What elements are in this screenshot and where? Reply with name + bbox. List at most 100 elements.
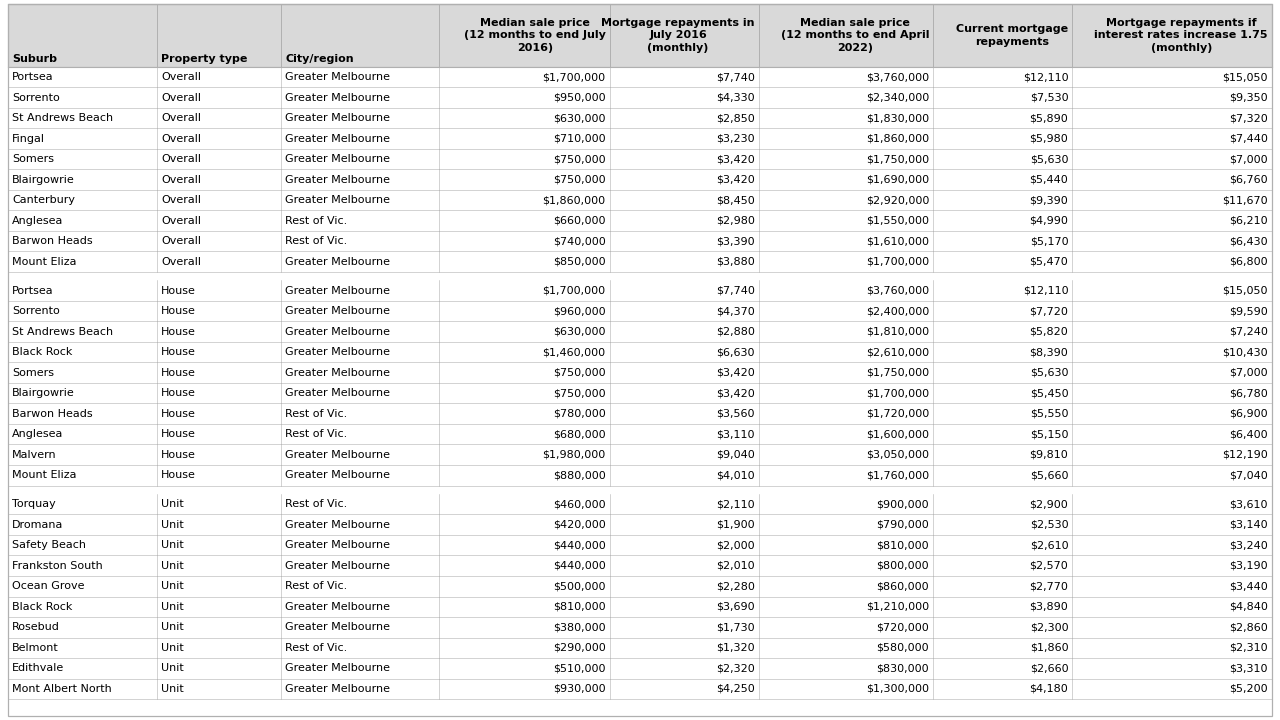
- Text: Median sale price
(12 months to end July
2016): Median sale price (12 months to end July…: [463, 18, 605, 53]
- Bar: [8, 108, 1272, 128]
- Text: Canterbury: Canterbury: [12, 195, 76, 205]
- Text: $2,610: $2,610: [1029, 540, 1069, 550]
- Text: $6,760: $6,760: [1229, 174, 1268, 184]
- Text: $880,000: $880,000: [553, 470, 605, 480]
- Text: House: House: [161, 286, 196, 296]
- Bar: [8, 4, 1272, 67]
- Text: Current mortgage
repayments: Current mortgage repayments: [956, 24, 1069, 47]
- Bar: [8, 617, 1272, 637]
- Text: Rest of Vic.: Rest of Vic.: [285, 581, 347, 591]
- Bar: [8, 210, 1272, 231]
- Text: $5,550: $5,550: [1030, 409, 1069, 419]
- Text: $6,800: $6,800: [1229, 256, 1268, 266]
- Text: $720,000: $720,000: [877, 622, 929, 632]
- Text: Somers: Somers: [12, 154, 54, 164]
- Text: $2,900: $2,900: [1029, 499, 1069, 509]
- Text: Greater Melbourne: Greater Melbourne: [285, 347, 390, 357]
- Text: Anglesea: Anglesea: [12, 429, 64, 439]
- Bar: [8, 637, 1272, 658]
- Text: $12,110: $12,110: [1023, 286, 1069, 296]
- Bar: [8, 444, 1272, 465]
- Text: Overall: Overall: [161, 174, 201, 184]
- Text: Mortgage repayments if
interest rates increase 1.75
(monthly): Mortgage repayments if interest rates in…: [1094, 18, 1268, 53]
- Text: $750,000: $750,000: [553, 174, 605, 184]
- Text: Belmont: Belmont: [12, 643, 59, 653]
- Text: Frankston South: Frankston South: [12, 561, 102, 571]
- Text: $7,000: $7,000: [1229, 154, 1268, 164]
- Text: $7,320: $7,320: [1229, 113, 1268, 123]
- Text: $2,110: $2,110: [717, 499, 755, 509]
- Text: $1,610,000: $1,610,000: [867, 236, 929, 246]
- Text: $500,000: $500,000: [553, 581, 605, 591]
- Text: $3,240: $3,240: [1229, 540, 1268, 550]
- Text: $5,630: $5,630: [1030, 154, 1069, 164]
- Text: $10,430: $10,430: [1222, 347, 1268, 357]
- Text: $2,880: $2,880: [716, 327, 755, 337]
- Text: $3,560: $3,560: [717, 409, 755, 419]
- Text: $830,000: $830,000: [877, 663, 929, 673]
- Text: Rest of Vic.: Rest of Vic.: [285, 429, 347, 439]
- Text: Greater Melbourne: Greater Melbourne: [285, 663, 390, 673]
- Bar: [8, 67, 1272, 87]
- Text: $810,000: $810,000: [553, 602, 605, 612]
- Text: Overall: Overall: [161, 236, 201, 246]
- Text: Greater Melbourne: Greater Melbourne: [285, 195, 390, 205]
- Bar: [8, 383, 1272, 403]
- Text: Greater Melbourne: Greater Melbourne: [285, 256, 390, 266]
- Text: $3,110: $3,110: [717, 429, 755, 439]
- Text: $750,000: $750,000: [553, 388, 605, 398]
- Text: $9,350: $9,350: [1229, 93, 1268, 102]
- Bar: [8, 465, 1272, 485]
- Text: $3,190: $3,190: [1229, 561, 1268, 571]
- Text: $7,740: $7,740: [716, 286, 755, 296]
- Text: $4,990: $4,990: [1029, 215, 1069, 225]
- Text: $750,000: $750,000: [553, 154, 605, 164]
- Text: $1,690,000: $1,690,000: [867, 174, 929, 184]
- Bar: [8, 515, 1272, 535]
- Bar: [8, 403, 1272, 424]
- Text: $1,900: $1,900: [717, 520, 755, 530]
- Text: Greater Melbourne: Greater Melbourne: [285, 327, 390, 337]
- Text: $800,000: $800,000: [877, 561, 929, 571]
- Text: $9,040: $9,040: [716, 450, 755, 460]
- Bar: [8, 190, 1272, 210]
- Text: $1,860,000: $1,860,000: [867, 133, 929, 143]
- Text: $1,700,000: $1,700,000: [867, 388, 929, 398]
- Text: $5,170: $5,170: [1029, 236, 1069, 246]
- Text: $6,430: $6,430: [1229, 236, 1268, 246]
- Text: $9,590: $9,590: [1229, 306, 1268, 316]
- Text: Portsea: Portsea: [12, 286, 54, 296]
- Text: $930,000: $930,000: [553, 684, 605, 694]
- Text: Fingal: Fingal: [12, 133, 45, 143]
- Text: Unit: Unit: [161, 540, 184, 550]
- Text: $710,000: $710,000: [553, 133, 605, 143]
- Text: $1,750,000: $1,750,000: [867, 154, 929, 164]
- Text: Unit: Unit: [161, 602, 184, 612]
- Text: $2,980: $2,980: [716, 215, 755, 225]
- Text: $1,720,000: $1,720,000: [867, 409, 929, 419]
- Bar: [8, 658, 1272, 678]
- Text: $2,320: $2,320: [716, 663, 755, 673]
- Text: Greater Melbourne: Greater Melbourne: [285, 133, 390, 143]
- Text: $460,000: $460,000: [553, 499, 605, 509]
- Text: Unit: Unit: [161, 684, 184, 694]
- Text: $660,000: $660,000: [553, 215, 605, 225]
- Text: Rest of Vic.: Rest of Vic.: [285, 499, 347, 509]
- Text: $4,840: $4,840: [1229, 602, 1268, 612]
- Text: Mortgage repayments in
July 2016
(monthly): Mortgage repayments in July 2016 (monthl…: [602, 18, 755, 53]
- Text: $7,000: $7,000: [1229, 368, 1268, 378]
- Text: $3,310: $3,310: [1230, 663, 1268, 673]
- Text: $5,890: $5,890: [1029, 113, 1069, 123]
- Text: Greater Melbourne: Greater Melbourne: [285, 684, 390, 694]
- Text: Overall: Overall: [161, 72, 201, 82]
- Text: $900,000: $900,000: [877, 499, 929, 509]
- Bar: [8, 169, 1272, 190]
- Text: Suburb: Suburb: [12, 54, 58, 64]
- Text: Property type: Property type: [161, 54, 247, 64]
- Text: $1,980,000: $1,980,000: [543, 450, 605, 460]
- Text: $3,890: $3,890: [1029, 602, 1069, 612]
- Text: Mont Albert North: Mont Albert North: [12, 684, 111, 694]
- Text: Mount Eliza: Mount Eliza: [12, 256, 77, 266]
- Text: $3,420: $3,420: [716, 174, 755, 184]
- Text: $2,400,000: $2,400,000: [867, 306, 929, 316]
